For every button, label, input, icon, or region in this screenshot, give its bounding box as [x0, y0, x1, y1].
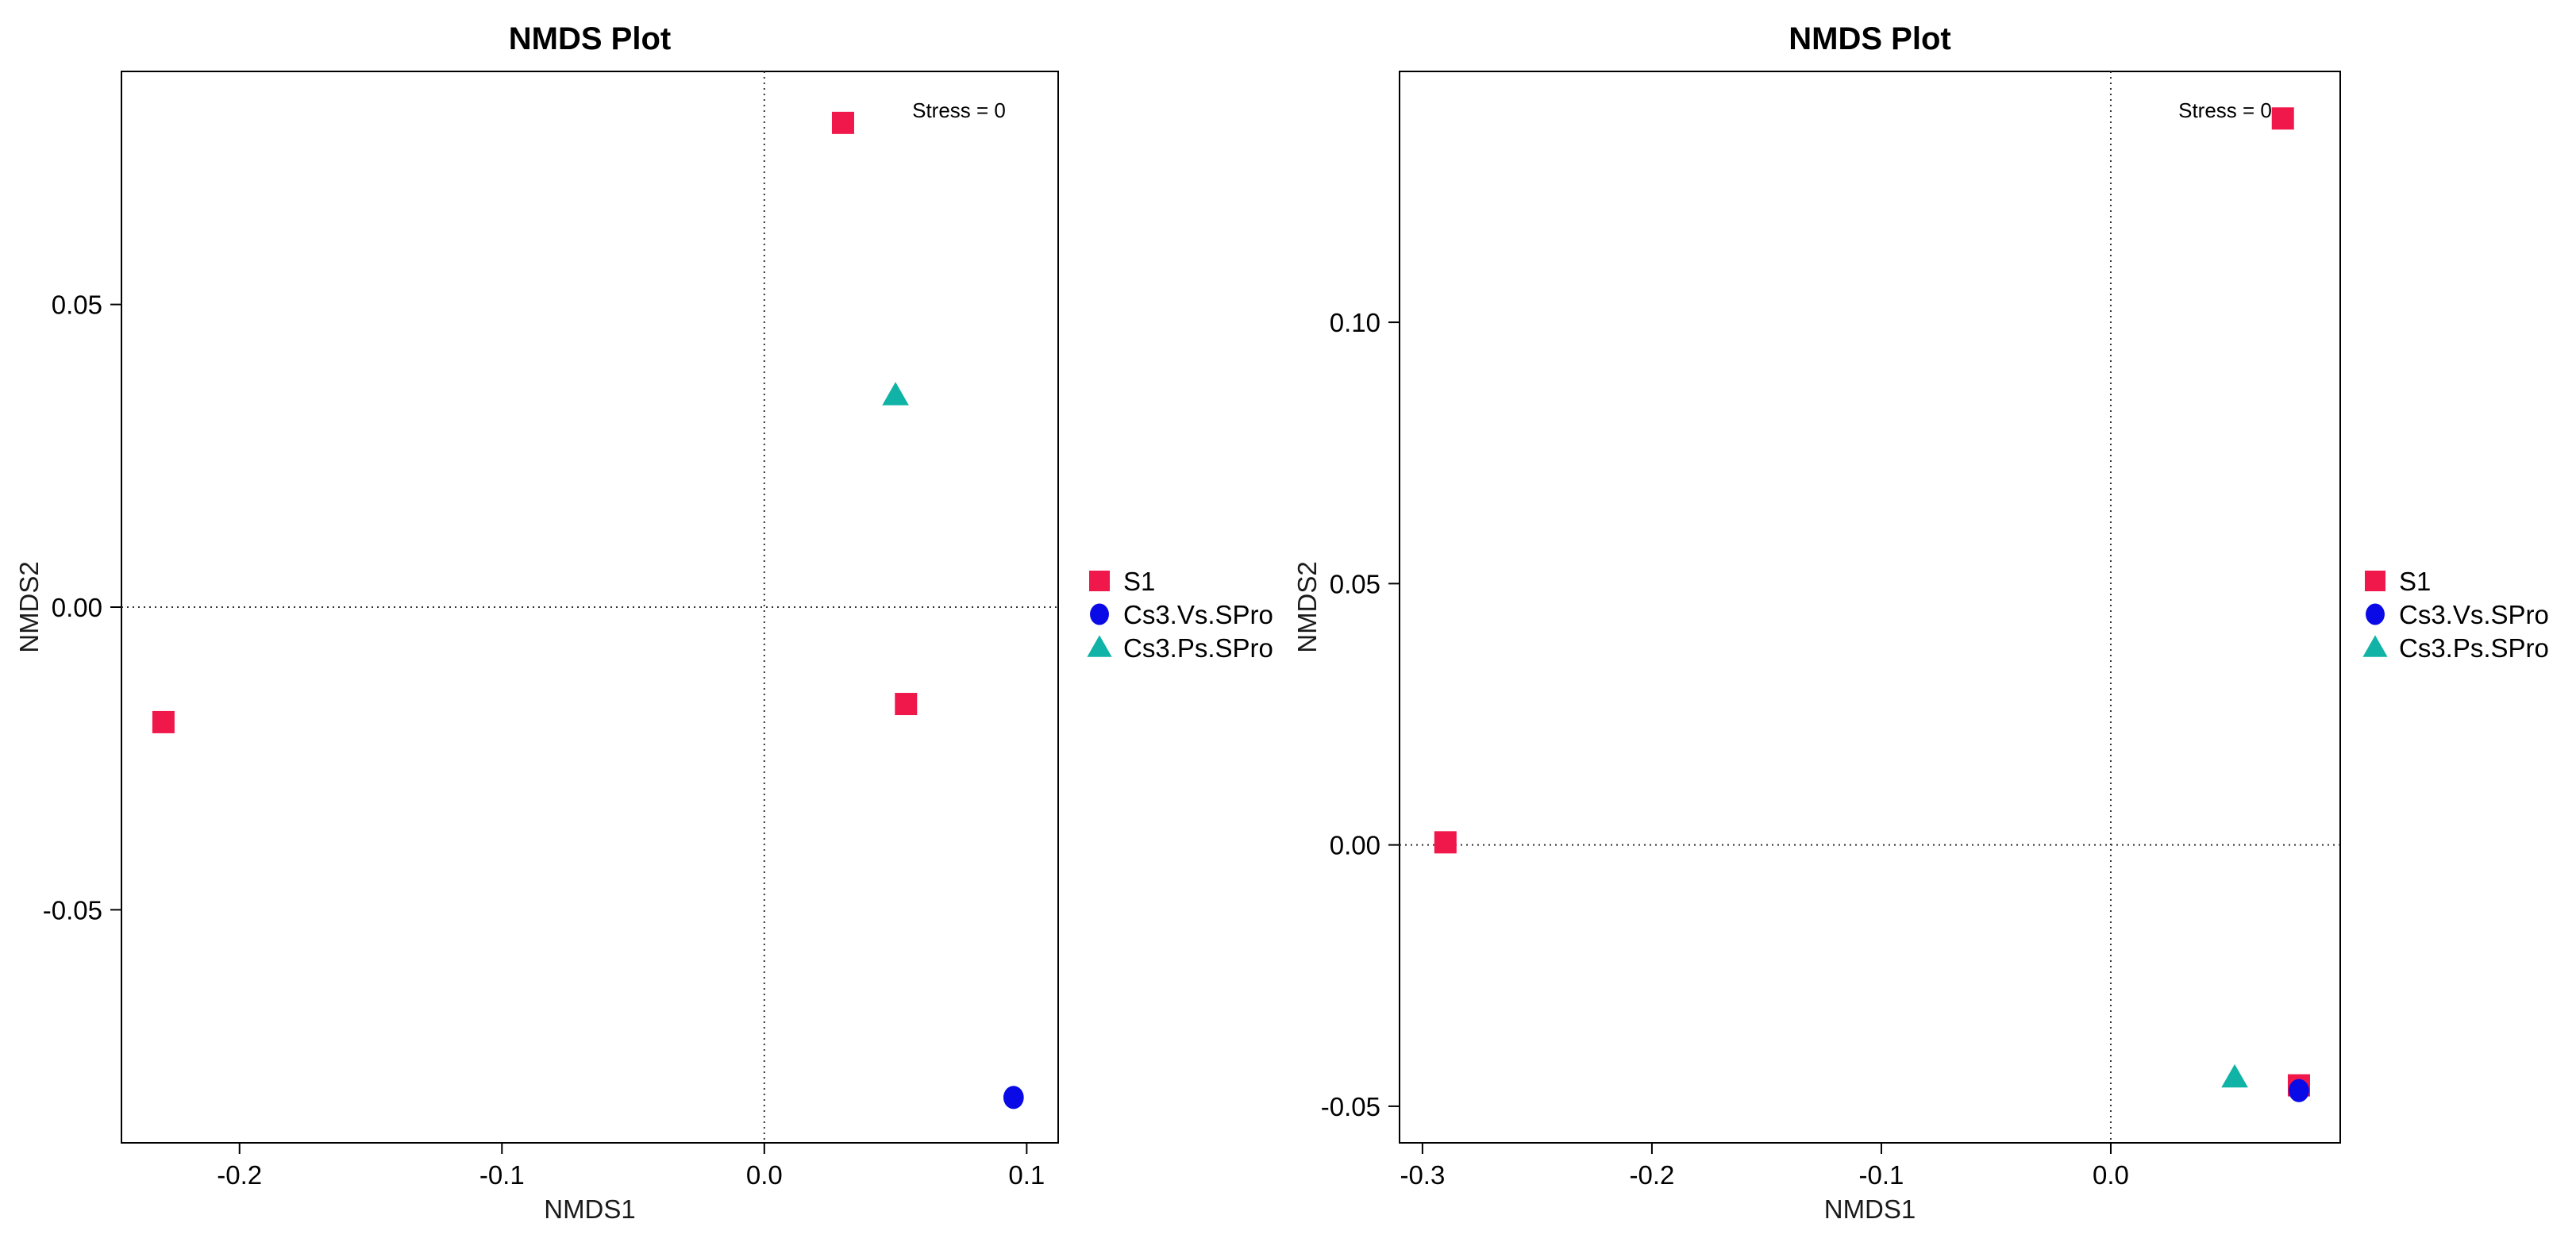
stress-annotation: Stress = 0 — [912, 98, 1006, 122]
legend-label-cs3-vs-spro: Cs3.Vs.SPro — [1123, 600, 1273, 629]
y-tick-label: 0.00 — [52, 593, 102, 622]
chart-title: NMDS Plot — [1789, 21, 1950, 56]
nmds-panel-left: NMDS Plot Stress = 0 NMDS1 NMDS2 S1 Cs3.… — [14, 21, 1273, 1224]
y-tick-label: 0.05 — [1330, 569, 1380, 598]
y-tick-label: -0.05 — [43, 895, 102, 925]
data-point-cs3-ps-spro — [882, 382, 909, 406]
data-point-cs3-vs-spro — [2289, 1079, 2309, 1102]
legend-key-cs3-ps-spro — [2362, 635, 2388, 657]
x-tick-label: 0.0 — [746, 1160, 783, 1190]
x-tick-label: -0.2 — [1629, 1160, 1674, 1190]
y-tick-label: 0.05 — [52, 290, 102, 320]
legend-label-s1: S1 — [2399, 567, 2431, 596]
x-tick-label: 0.1 — [1008, 1160, 1045, 1190]
nmds-panel-right: NMDS Plot Stress = 0 NMDS1 NMDS2 S1 Cs3.… — [1292, 21, 2549, 1224]
legend-key-cs3-ps-spro — [1087, 635, 1112, 657]
x-tick-label: -0.2 — [217, 1160, 262, 1190]
data-point-s1 — [1434, 831, 1457, 854]
x-axis-label: NMDS1 — [544, 1194, 636, 1224]
y-tick-label: 0.00 — [1330, 831, 1380, 860]
chart-title: NMDS Plot — [509, 21, 671, 56]
y-axis-label: NMDS2 — [1292, 561, 1322, 653]
data-point-s1 — [895, 693, 918, 716]
legend-key-s1 — [2365, 571, 2385, 591]
legend-label-cs3-ps-spro: Cs3.Ps.SPro — [2399, 633, 2549, 663]
x-tick-label: -0.1 — [479, 1160, 525, 1190]
legend-key-cs3-vs-spro — [2366, 603, 2385, 625]
y-tick-label: -0.05 — [1321, 1092, 1380, 1121]
y-tick-label: 0.10 — [1330, 308, 1380, 337]
data-point-s1 — [2271, 107, 2294, 130]
data-point-s1 — [152, 710, 175, 733]
legend-key-s1 — [1089, 571, 1110, 591]
x-tick-label: 0.0 — [2093, 1160, 2129, 1190]
legend-label-cs3-ps-spro: Cs3.Ps.SPro — [1123, 633, 1273, 663]
data-point-s1 — [831, 111, 854, 134]
x-tick-label: -0.1 — [1859, 1160, 1904, 1190]
x-tick-label: -0.3 — [1400, 1160, 1445, 1190]
legend-label-s1: S1 — [1123, 567, 1155, 596]
x-axis-label: NMDS1 — [1824, 1194, 1916, 1224]
plot-frame — [1399, 71, 2341, 1144]
legend-label-cs3-vs-spro: Cs3.Vs.SPro — [2399, 600, 2549, 629]
stress-annotation: Stress = 0 — [2178, 98, 2272, 122]
data-point-cs3-vs-spro — [1003, 1086, 1024, 1109]
y-axis-label: NMDS2 — [14, 561, 44, 653]
legend-key-cs3-vs-spro — [1090, 603, 1109, 625]
data-point-cs3-ps-spro — [2221, 1063, 2248, 1088]
